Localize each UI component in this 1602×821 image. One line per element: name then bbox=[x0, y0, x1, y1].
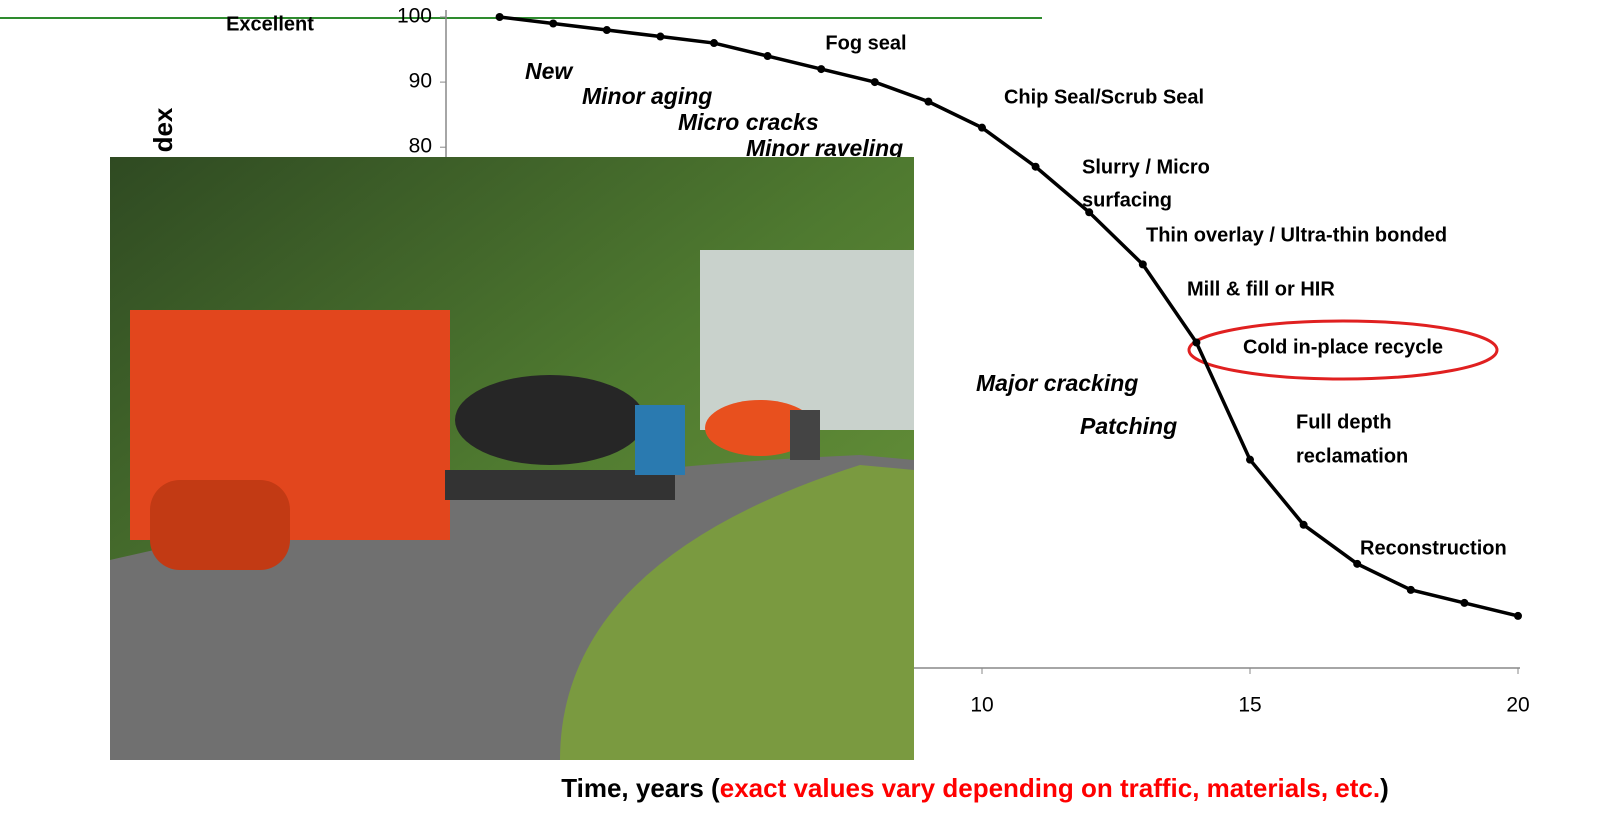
point bbox=[1300, 521, 1308, 529]
x-tick-label: 10 bbox=[970, 694, 993, 717]
annotation: Chip Seal/Scrub Seal bbox=[1004, 86, 1204, 108]
annotation: surfacing bbox=[1082, 189, 1172, 211]
point bbox=[710, 39, 718, 47]
annotation: Reconstruction bbox=[1360, 537, 1507, 559]
point bbox=[1460, 599, 1468, 607]
point bbox=[817, 65, 825, 73]
condition-label: Patching bbox=[1080, 413, 1177, 439]
y-tick-label: 80 bbox=[409, 135, 432, 158]
annotation: Full depth bbox=[1296, 411, 1392, 433]
point bbox=[496, 13, 504, 21]
photo bbox=[110, 157, 914, 760]
annotation: Mill & fill or HIR bbox=[1187, 278, 1335, 300]
point bbox=[978, 124, 986, 132]
point bbox=[549, 20, 557, 28]
x-axis-title-part: ) bbox=[1380, 773, 1389, 803]
annotation: Slurry / Micro bbox=[1082, 156, 1210, 178]
point bbox=[1407, 586, 1415, 594]
y-tick-label: 100 bbox=[397, 5, 432, 28]
point bbox=[1246, 456, 1254, 464]
condition-label: Minor aging bbox=[582, 83, 712, 109]
point bbox=[1353, 560, 1361, 568]
point bbox=[1032, 163, 1040, 171]
y-axis-label: dex bbox=[148, 107, 178, 152]
point bbox=[764, 52, 772, 60]
condition-label: Micro cracks bbox=[678, 109, 819, 135]
x-tick-label: 15 bbox=[1238, 694, 1261, 717]
x-axis-title: Time, years (exact values vary depending… bbox=[561, 773, 1389, 803]
point bbox=[1192, 339, 1200, 347]
point bbox=[1514, 612, 1522, 620]
x-axis-title-part: Time, years ( bbox=[561, 773, 720, 803]
annotation: Thin overlay / Ultra-thin bonded bbox=[1146, 224, 1447, 246]
point bbox=[656, 33, 664, 41]
condition-label: Major cracking bbox=[976, 370, 1138, 396]
x-axis-title-highlight: exact values vary depending on traffic, … bbox=[720, 773, 1380, 803]
point bbox=[1139, 260, 1147, 268]
y-tick-label: 90 bbox=[409, 70, 432, 93]
point bbox=[871, 78, 879, 86]
x-tick-label: 20 bbox=[1506, 694, 1529, 717]
annotation: reclamation bbox=[1296, 445, 1408, 467]
condition-label: New bbox=[525, 58, 574, 84]
point bbox=[603, 26, 611, 34]
y-category-label: Excellent bbox=[226, 13, 314, 35]
point bbox=[924, 98, 932, 106]
annotation: Fog seal bbox=[825, 32, 906, 54]
annotation: Cold in-place recycle bbox=[1243, 336, 1443, 358]
point bbox=[1085, 208, 1093, 216]
slide: dex Excellent Fog seal Chip Seal/Scrub S… bbox=[0, 0, 1602, 821]
